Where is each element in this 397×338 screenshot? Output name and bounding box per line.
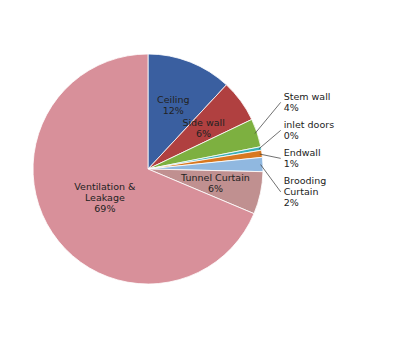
leader-line <box>259 130 281 148</box>
slice-label-line: Curtain <box>284 186 319 197</box>
slices <box>33 54 263 284</box>
slice-label-line: Ventilation & <box>74 181 136 192</box>
slice-label-line: Tunnel Curtain <box>180 172 250 183</box>
slice-label-line: Side wall <box>182 117 224 128</box>
pie-chart: Ceiling12%Side wall6%Tunnel Curtain6%Ven… <box>0 0 397 338</box>
slice-label-line: 6% <box>208 183 223 194</box>
slice-label-line: Stem wall <box>284 91 331 102</box>
slice-label-line: 12% <box>163 105 184 116</box>
slice-label: inlet doors0% <box>284 119 334 141</box>
leader-line <box>261 165 281 192</box>
slice-label-line: inlet doors <box>284 119 334 130</box>
chart-container: Ceiling12%Side wall6%Tunnel Curtain6%Ven… <box>0 0 397 338</box>
slice-label-line: 69% <box>94 203 115 214</box>
slice-label-line: 0% <box>284 130 299 141</box>
leader-line <box>260 154 281 158</box>
slice-label-line: Ceiling <box>157 94 189 105</box>
pie-slice <box>33 54 254 284</box>
slice-label-line: 4% <box>284 102 299 113</box>
slice-label: Ventilation &Leakage69% <box>74 181 136 214</box>
slice-label-line: Leakage <box>85 192 125 203</box>
slice-label-line: 1% <box>284 158 299 169</box>
leader-line <box>255 102 281 133</box>
slice-label: BroodingCurtain2% <box>284 175 327 208</box>
slice-label-line: Endwall <box>284 147 321 158</box>
slice-label: Tunnel Curtain6% <box>180 172 250 194</box>
slice-label-line: 6% <box>196 128 211 139</box>
slice-label-line: 2% <box>284 197 299 208</box>
slice-label: Ceiling12% <box>157 94 189 116</box>
slice-label-line: Brooding <box>284 175 327 186</box>
slice-label: Stem wall4% <box>284 91 331 113</box>
leader-lines <box>255 102 281 192</box>
slice-label: Endwall1% <box>284 147 321 169</box>
slice-label: Side wall6% <box>182 117 224 139</box>
